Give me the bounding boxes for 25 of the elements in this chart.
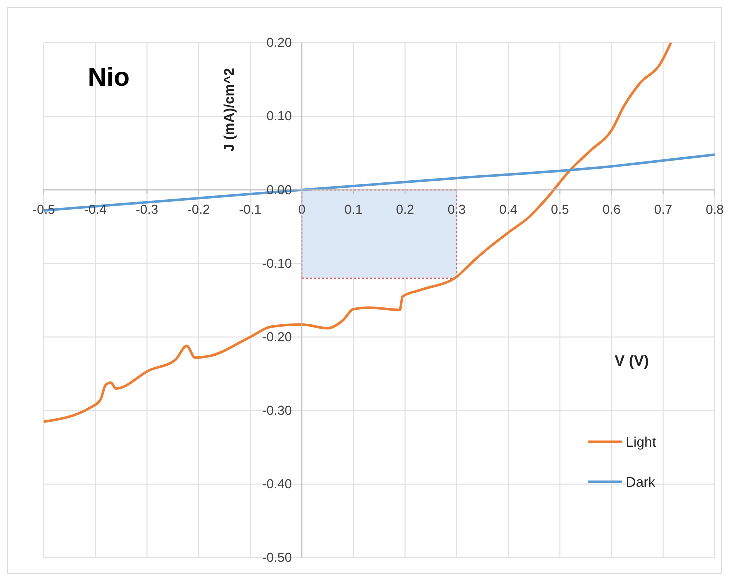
x-tick-label: 0.6 <box>602 202 621 218</box>
y-tick-label: -0.20 <box>262 329 292 344</box>
x-tick-label: 0.5 <box>551 202 570 218</box>
y-tick-label: 0.10 <box>266 108 292 124</box>
x-tick-label: 0.3 <box>448 202 466 218</box>
y-tick-label: -0.40 <box>262 476 292 492</box>
legend-label: Light <box>626 434 656 450</box>
x-tick-label: -0.3 <box>136 202 158 218</box>
x-tick-label: 0.7 <box>654 202 672 218</box>
y-tick-label: -0.50 <box>262 550 292 566</box>
x-tick-label: -0.1 <box>239 202 262 218</box>
y-tick-label: -0.30 <box>262 403 292 418</box>
legend-label: Dark <box>626 474 657 490</box>
y-tick-label: 0.20 <box>266 35 292 50</box>
text: Nio <box>88 62 130 92</box>
y-axis-title: J (mA)/cm^2 <box>221 68 237 152</box>
x-tick-label: 0.8 <box>706 202 724 218</box>
x-tick-label: -0.5 <box>32 202 56 218</box>
x-tick-label: 0.4 <box>500 202 518 218</box>
x-tick-label: 0 <box>298 202 306 218</box>
x-axis-title: V (V) <box>614 353 650 370</box>
y-tick-label: -0.10 <box>262 256 292 271</box>
x-tick-label: 0.1 <box>344 202 363 218</box>
x-tick-label: -0.2 <box>188 202 210 218</box>
x-tick-label: 0.2 <box>396 202 414 218</box>
